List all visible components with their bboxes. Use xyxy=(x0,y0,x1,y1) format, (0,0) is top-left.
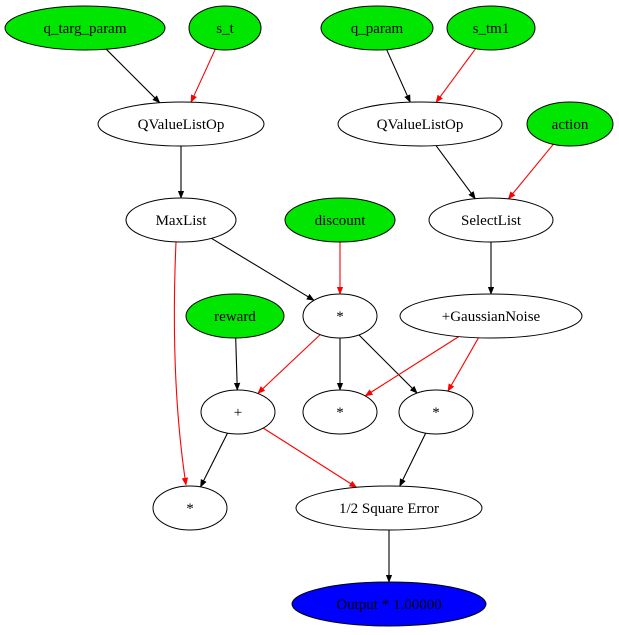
nodes-layer: q_targ_param s_t q_param s_tm1 QValueListOp Q… xyxy=(4,5,614,627)
node-reward-label: reward xyxy=(214,309,256,325)
node-s-t: s_t xyxy=(188,5,262,51)
node-q-param: q_param xyxy=(320,5,434,51)
node-plus: + xyxy=(200,389,276,435)
node-maxlist-label: MaxList xyxy=(156,213,208,229)
node-qvl1-shape xyxy=(97,101,265,147)
node-s-t-shape xyxy=(188,5,262,51)
edge-maxlist-to-mul4 xyxy=(173,241,189,486)
node-mul3-shape xyxy=(398,389,474,435)
node-plus-label: + xyxy=(234,405,242,421)
node-mul1-label: * xyxy=(336,309,344,325)
edges-layer xyxy=(105,48,554,583)
node-q-targ-param-shape xyxy=(4,5,166,51)
edge-action-to-selectlist xyxy=(507,143,554,200)
edge-maxlist-to-mul1 xyxy=(211,237,315,301)
edge-s-tm1-to-qvl2 xyxy=(435,48,477,104)
node-qvl2-shape xyxy=(337,101,503,147)
edge-mul3-to-sqerr xyxy=(399,432,427,487)
node-action: action xyxy=(526,101,614,147)
node-selectlist-shape xyxy=(428,197,554,243)
node-mul3-label: * xyxy=(432,405,440,421)
node-q-param-label: q_param xyxy=(351,21,404,37)
edge-reward-to-plus xyxy=(233,337,241,391)
node-output: Output * 1.00000 xyxy=(291,581,487,627)
node-noise: +GaussianNoise xyxy=(399,293,583,339)
node-mul2: * xyxy=(302,389,378,435)
node-mul2-shape xyxy=(302,389,378,435)
node-mul4-shape xyxy=(152,485,228,531)
node-action-shape xyxy=(526,101,614,147)
node-discount: discount xyxy=(284,197,396,243)
edge-plus-to-sqerr xyxy=(263,427,358,488)
node-reward-shape xyxy=(185,293,285,339)
node-noise-label: +GaussianNoise xyxy=(442,309,541,325)
node-mul4: * xyxy=(152,485,228,531)
edge-qvl2-to-selectlist xyxy=(435,145,476,200)
node-noise-shape xyxy=(399,293,583,339)
node-sqerr-label: 1/2 Square Error xyxy=(339,501,439,517)
edge-s-t-to-qvl1 xyxy=(190,48,216,103)
node-s-tm1: s_tm1 xyxy=(446,5,536,51)
node-maxlist: MaxList xyxy=(125,197,237,243)
edge-q-param-to-qvl2 xyxy=(386,49,411,103)
node-sqerr: 1/2 Square Error xyxy=(295,485,483,531)
node-qvl1-label: QValueListOp xyxy=(138,117,225,133)
edge-mul1-to-plus xyxy=(257,334,321,394)
edge-mul1-to-mul3 xyxy=(358,334,418,394)
node-discount-shape xyxy=(284,197,396,243)
node-s-t-label: s_t xyxy=(216,21,234,37)
node-output-label: Output * 1.00000 xyxy=(336,597,441,613)
node-q-targ-param-label: q_targ_param xyxy=(43,21,126,37)
node-q-param-shape xyxy=(320,5,434,51)
node-sqerr-shape xyxy=(295,485,483,531)
edge-q-targ-param-to-qvl1 xyxy=(105,48,161,104)
node-discount-label: discount xyxy=(315,213,367,229)
node-reward: reward xyxy=(185,293,285,339)
edge-noise-to-mul2 xyxy=(364,336,459,397)
edge-plus-to-mul4 xyxy=(200,432,228,488)
node-maxlist-shape xyxy=(125,197,237,243)
node-qvl2-label: QValueListOp xyxy=(377,117,464,133)
node-selectlist-label: SelectList xyxy=(461,213,522,229)
node-mul4-label: * xyxy=(186,501,194,517)
node-s-tm1-shape xyxy=(446,5,536,51)
node-action-label: action xyxy=(552,117,589,133)
node-output-shape xyxy=(291,581,487,627)
node-mul1: * xyxy=(302,293,378,339)
edge-noise-to-mul3 xyxy=(447,337,479,392)
node-qvl2: QValueListOp xyxy=(337,101,503,147)
node-plus-shape xyxy=(200,389,276,435)
node-s-tm1-label: s_tm1 xyxy=(473,21,510,37)
node-mul2-label: * xyxy=(336,405,344,421)
node-selectlist: SelectList xyxy=(428,197,554,243)
node-mul3: * xyxy=(398,389,474,435)
node-qvl1: QValueListOp xyxy=(97,101,265,147)
node-q-targ-param: q_targ_param xyxy=(4,5,166,51)
node-mul1-shape xyxy=(302,293,378,339)
